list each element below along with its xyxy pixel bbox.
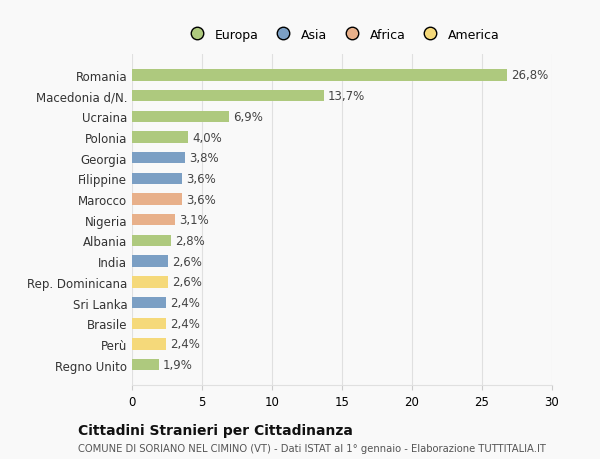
Bar <box>132 318 166 329</box>
Text: 3,8%: 3,8% <box>190 152 219 165</box>
Bar <box>132 359 158 370</box>
Text: 2,6%: 2,6% <box>173 276 202 289</box>
Text: 3,1%: 3,1% <box>179 214 209 227</box>
Bar <box>132 132 188 143</box>
Text: 1,9%: 1,9% <box>163 358 193 371</box>
Text: 2,4%: 2,4% <box>170 338 200 351</box>
Bar <box>132 235 171 246</box>
Text: 2,4%: 2,4% <box>170 297 200 309</box>
Bar <box>132 112 229 123</box>
Bar <box>132 153 185 164</box>
Bar <box>132 339 166 350</box>
Text: 2,6%: 2,6% <box>173 255 202 268</box>
Text: COMUNE DI SORIANO NEL CIMINO (VT) - Dati ISTAT al 1° gennaio - Elaborazione TUTT: COMUNE DI SORIANO NEL CIMINO (VT) - Dati… <box>78 443 546 453</box>
Bar <box>132 256 169 267</box>
Text: Cittadini Stranieri per Cittadinanza: Cittadini Stranieri per Cittadinanza <box>78 423 353 437</box>
Legend: Europa, Asia, Africa, America: Europa, Asia, Africa, America <box>181 25 503 45</box>
Bar <box>132 91 324 102</box>
Text: 3,6%: 3,6% <box>187 173 217 185</box>
Bar <box>132 277 169 288</box>
Text: 2,4%: 2,4% <box>170 317 200 330</box>
Bar <box>132 70 507 81</box>
Text: 26,8%: 26,8% <box>511 69 548 82</box>
Text: 3,6%: 3,6% <box>187 193 217 206</box>
Text: 6,9%: 6,9% <box>233 111 263 123</box>
Bar <box>132 297 166 308</box>
Text: 2,8%: 2,8% <box>175 235 205 247</box>
Bar <box>132 194 182 205</box>
Text: 4,0%: 4,0% <box>192 131 222 144</box>
Text: 13,7%: 13,7% <box>328 90 365 103</box>
Bar <box>132 174 182 185</box>
Bar <box>132 215 175 226</box>
